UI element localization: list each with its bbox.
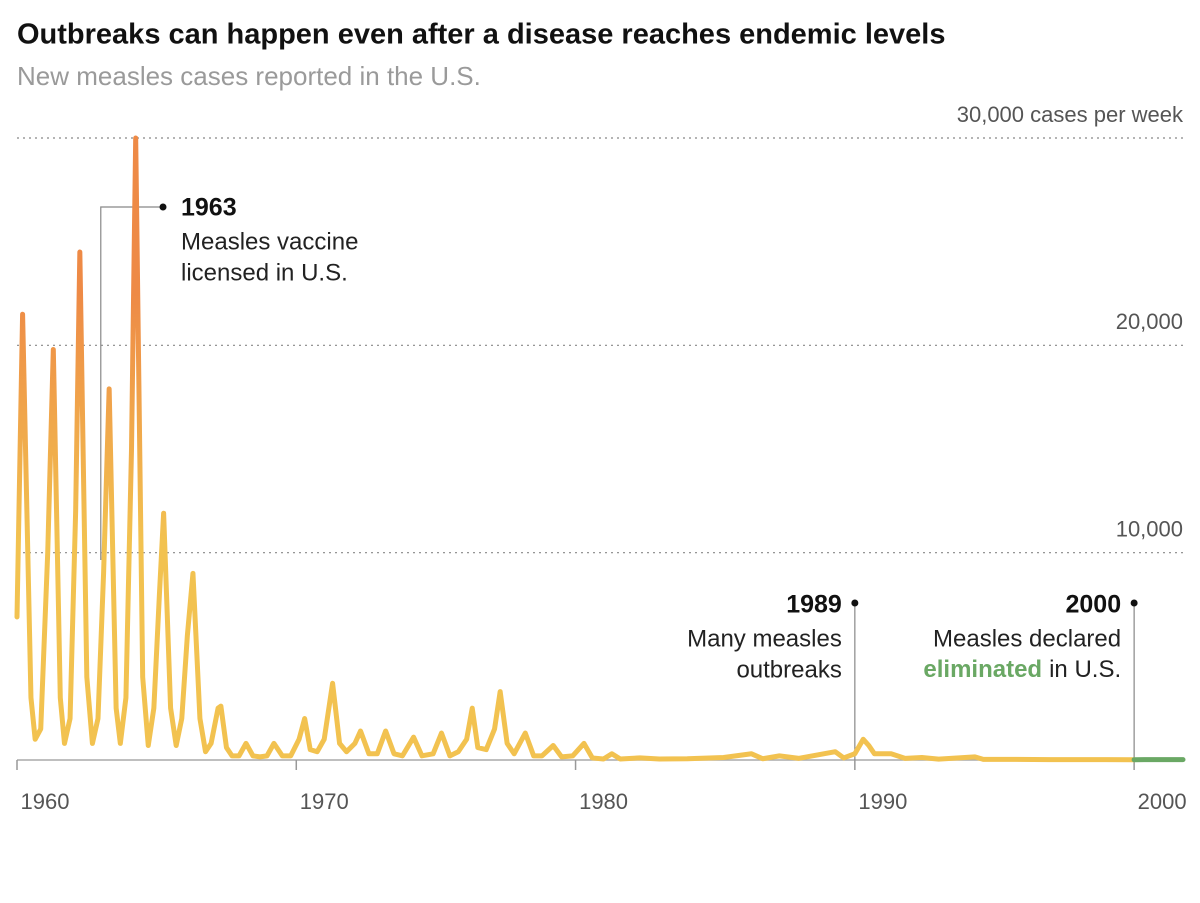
annotation-text: Measles vaccine [181, 228, 358, 255]
annotation-label: 2000 [1066, 591, 1122, 619]
x-tick-label: 1980 [579, 789, 628, 814]
chart-title: Outbreaks can happen even after a diseas… [17, 19, 945, 51]
annotation-label: 1989 [786, 591, 842, 619]
annotation-text-end: in U.S. [1049, 656, 1121, 683]
x-tick-label: 1970 [300, 789, 349, 814]
x-tick-label: 1960 [21, 789, 70, 814]
annotation-label: 1963 [181, 194, 237, 222]
y-tick-label: 10,000 [1116, 516, 1183, 541]
y-tick-label: 30,000 cases per week [957, 102, 1184, 127]
annotation-text: Many measles [687, 625, 842, 652]
annotation-text: Measles declared [933, 625, 1121, 652]
x-tick-label: 1990 [858, 789, 907, 814]
annotation-dot [1131, 600, 1138, 607]
annotation-text: outbreaks [736, 656, 841, 683]
annotation-text: eliminated in U.S. [923, 656, 1121, 683]
x-tick-label: 2000 [1138, 789, 1187, 814]
chart-subtitle: New measles cases reported in the U.S. [17, 61, 481, 91]
y-tick-label: 20,000 [1116, 309, 1183, 334]
annotation-highlight: eliminated [923, 656, 1042, 683]
annotation-dot [160, 204, 167, 211]
annotation-text: licensed in U.S. [181, 259, 348, 286]
annotation-dot [851, 600, 858, 607]
